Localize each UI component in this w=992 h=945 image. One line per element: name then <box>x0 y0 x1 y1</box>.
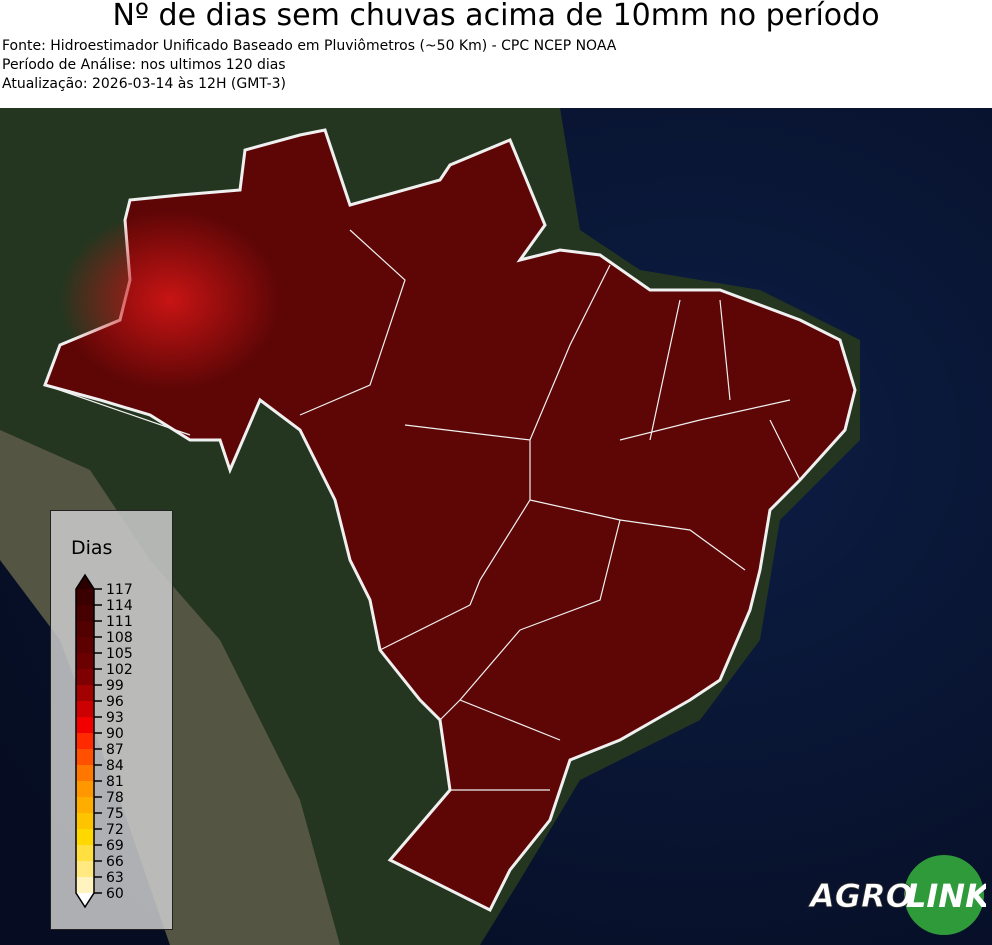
colorbar-tick-label: 66 <box>106 854 124 870</box>
colorbar-segment <box>76 653 94 670</box>
update-text: Atualização: 2026-03-14 às 12H (GMT-3) <box>2 76 286 92</box>
agrolink-logo: AGRO LINK <box>807 855 986 935</box>
svg-text:LINK: LINK <box>906 877 986 915</box>
colorbar-tick-label: 72 <box>106 822 124 838</box>
colorbar-tick-label: 102 <box>106 662 133 678</box>
source-text: Fonte: Hidroestimador Unificado Baseado … <box>2 38 617 54</box>
state-borders <box>44 229 801 791</box>
colorbar-tick-label: 75 <box>106 806 124 822</box>
colorbar-segment <box>76 829 94 846</box>
colorbar-segment <box>76 733 94 750</box>
colorbar-segment <box>76 813 94 830</box>
colorbar-tick-label: 63 <box>106 870 124 886</box>
colorbar-segment <box>76 749 94 766</box>
colorbar-tick-label: 99 <box>106 678 124 694</box>
colorbar-segment <box>76 605 94 622</box>
colorbar-extend-top <box>76 575 94 589</box>
colorbar-segment <box>76 621 94 638</box>
period-text: Período de Análise: nos ultimos 120 dias <box>2 57 286 73</box>
map-title: Nº de dias sem chuvas acima de 10mm no p… <box>112 0 880 33</box>
colorbar-segment <box>76 781 94 798</box>
colorbar-tick-label: 114 <box>106 598 133 614</box>
legend-box: Dias 117 114 111 108 105 102 99 96 93 90 87 84 81 78 7… <box>50 510 173 930</box>
colorbar-tick-label: 60 <box>106 886 124 902</box>
colorbar-tick-label: 96 <box>106 694 124 710</box>
colorbar-tick-label: 84 <box>106 758 124 774</box>
colorbar-segment <box>76 637 94 654</box>
legend-title: Dias <box>71 537 113 559</box>
colorbar-segment <box>76 685 94 702</box>
colorbar-tick-label: 87 <box>106 742 124 758</box>
colorbar-segment <box>76 717 94 734</box>
colorbar-segment <box>76 797 94 814</box>
colorbar-tick-label: 81 <box>106 774 124 790</box>
colorbar-tick-label: 90 <box>106 726 124 742</box>
hotspot-west-amazon <box>60 210 280 390</box>
colorbar-tick-label: 78 <box>106 790 124 806</box>
colorbar: 1171141111081051029996939087848178757269… <box>75 573 133 909</box>
colorbar-segment <box>76 701 94 718</box>
colorbar-tick-label: 111 <box>106 614 133 630</box>
svg-text:AGRO: AGRO <box>807 877 913 915</box>
colorbar-tick-label: 108 <box>106 630 133 646</box>
colorbar-tick-label: 117 <box>106 582 133 598</box>
colorbar-segment <box>76 589 94 606</box>
colorbar-segment <box>76 861 94 878</box>
colorbar-segment <box>76 669 94 686</box>
colorbar-segment <box>76 845 94 862</box>
colorbar-segment <box>76 877 94 894</box>
colorbar-segment <box>76 765 94 782</box>
colorbar-extend-bottom <box>76 893 94 907</box>
colorbar-tick-label: 93 <box>106 710 124 726</box>
colorbar-tick-label: 105 <box>106 646 133 662</box>
colorbar-tick-label: 69 <box>106 838 124 854</box>
